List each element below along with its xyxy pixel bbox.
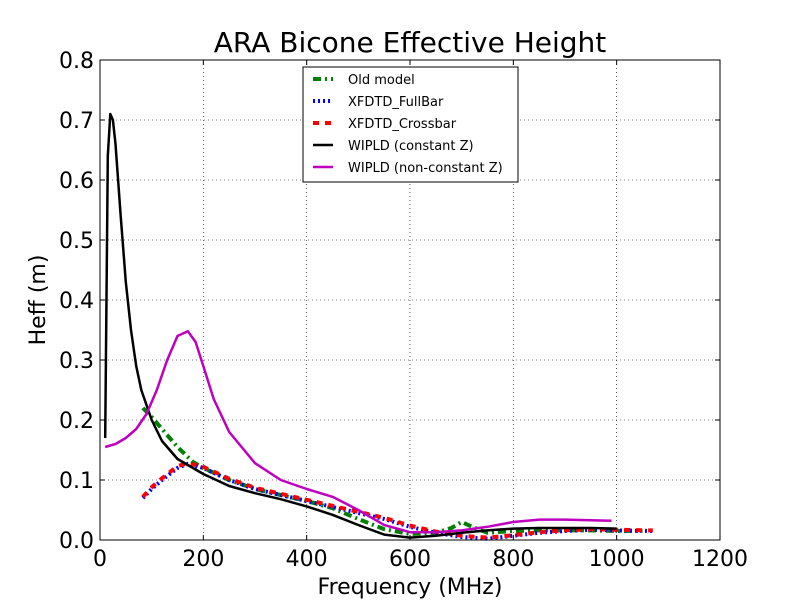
y-tick-label: 0.5 [59,229,94,254]
y-tick-label: 0.7 [59,109,94,134]
x-tick-label: 800 [492,547,534,572]
legend-label: WIPLD (non-constant Z) [348,161,503,176]
x-tick-label: 0 [93,547,107,572]
legend: Old model XFDTD_FullBar XFDTD_Crossbar WIPL… [302,66,519,183]
series-line [104,329,612,534]
x-tick-label: 200 [182,547,224,572]
x-tick-label: 400 [286,547,328,572]
axis-ticks: 0 200 400 600 800 1000 1200 0.0 0.1 0.2 0.3 0.4 0.5 0… [59,49,748,572]
y-tick-label: 0.2 [59,409,94,434]
x-axis-label: Frequency (MHz) [318,575,503,600]
legend-label: XFDTD_FullBar [348,95,444,110]
y-tick-label: 0.0 [59,529,94,554]
legend-label: XFDTD_Crossbar [348,117,457,132]
y-tick-label: 0.4 [59,289,94,314]
y-tick-label: 0.3 [59,349,94,374]
x-tick-label: 1200 [692,547,748,572]
chart-title: ARA Bicone Effective Height [214,26,607,59]
y-tick-label: 0.1 [59,469,94,494]
y-axis-label: Heff (m) [26,255,51,346]
y-tick-label: 0.6 [59,169,94,194]
legend-box [302,66,519,183]
legend-label: Old model [348,73,415,88]
x-tick-label: 1000 [589,547,645,572]
series-lines [103,112,653,541]
legend-label: WIPLD (constant Z) [348,139,474,154]
x-tick-label: 600 [389,547,431,572]
y-tick-label: 0.8 [59,49,94,74]
series-line [103,112,617,539]
series-line [141,406,643,536]
